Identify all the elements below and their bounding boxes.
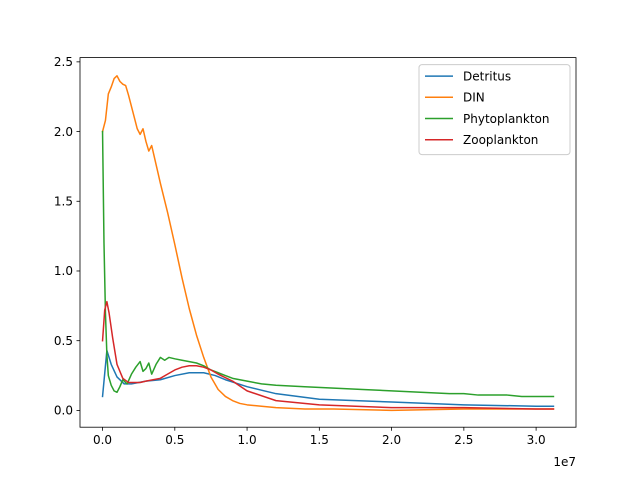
legend-label-detritus: Detritus bbox=[463, 69, 511, 83]
x-tick-label: 3.0 bbox=[527, 433, 546, 447]
y-tick-label: 0.5 bbox=[54, 334, 73, 348]
x-tick-label: 1.5 bbox=[310, 433, 329, 447]
series-line-phytoplankton bbox=[101, 130, 555, 398]
x-tick-label: 2.0 bbox=[382, 433, 401, 447]
x-offset-text: 1e7 bbox=[553, 455, 576, 469]
legend: Detritus DIN Phytoplankton Zooplankton bbox=[418, 64, 571, 156]
legend-label-zooplankton: Zooplankton bbox=[463, 133, 538, 147]
y-tick-label: 0.0 bbox=[54, 404, 73, 418]
x-axis: 0.0 0.5 1.0 1.5 2.0 2.5 3.0 bbox=[93, 427, 546, 447]
legend-label-din: DIN bbox=[463, 91, 485, 105]
series-line-detritus bbox=[101, 349, 555, 407]
x-tick-label: 0.0 bbox=[93, 433, 112, 447]
series-line-din bbox=[101, 75, 555, 412]
y-axis: 0.0 0.5 1.0 1.5 2.0 2.5 bbox=[54, 55, 80, 418]
x-tick-label: 0.5 bbox=[165, 433, 184, 447]
x-tick-label: 2.5 bbox=[454, 433, 473, 447]
axes-frame bbox=[79, 57, 577, 428]
y-tick-label: 1.5 bbox=[54, 194, 73, 208]
y-tick-label: 2.5 bbox=[54, 55, 73, 69]
y-tick-label: 2.0 bbox=[54, 125, 73, 139]
series-line-zooplankton bbox=[101, 300, 555, 410]
y-tick-label: 1.0 bbox=[54, 264, 73, 278]
legend-box bbox=[418, 64, 571, 156]
legend-label-phytoplankton: Phytoplankton bbox=[463, 112, 550, 126]
x-tick-label: 1.0 bbox=[238, 433, 257, 447]
plot-lines bbox=[101, 75, 555, 412]
